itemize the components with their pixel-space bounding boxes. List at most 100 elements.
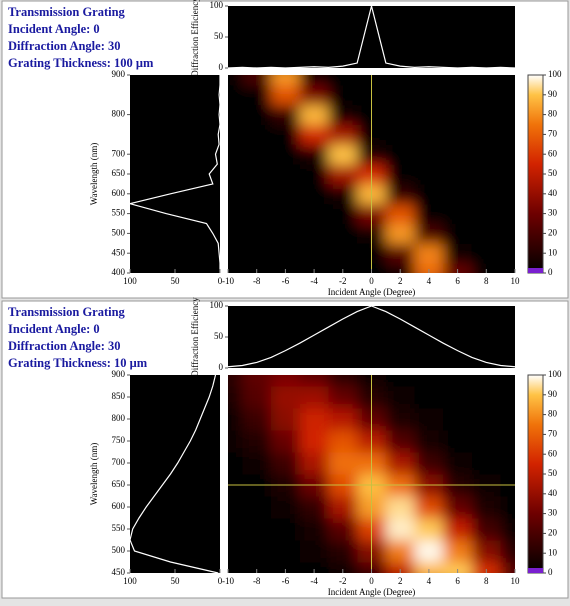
y-axis-title: Wavelength (nm)	[89, 143, 99, 206]
colorbar-floor	[528, 268, 543, 273]
heatmap-cell	[443, 540, 473, 563]
y-tick-label: 650	[112, 168, 126, 178]
y-tick-label: 700	[112, 148, 126, 158]
heatmap-cell	[328, 540, 358, 563]
heatmap-cell	[299, 430, 329, 453]
heatmap-cell	[414, 223, 444, 244]
top-y-axis-title: Diffraction Efficiency	[190, 297, 200, 377]
heatmap-cell	[471, 223, 502, 244]
colorbar-tick-label: 50	[548, 168, 558, 178]
heatmap-cell	[271, 104, 301, 125]
side-x-tick-label: 0	[218, 576, 223, 586]
heatmap-cell	[271, 518, 301, 541]
colorbar-tick-label: 30	[548, 508, 558, 518]
heatmap-cell	[299, 562, 329, 573]
heatmap-cell	[299, 104, 329, 125]
top-y-tick-label: 0	[219, 362, 224, 372]
top-y-tick-label: 50	[214, 31, 224, 41]
heatmap-cell	[385, 183, 416, 205]
side-x-tick-label: 100	[123, 576, 137, 586]
heatmap-cell	[299, 540, 329, 563]
heatmap-cell	[328, 496, 358, 519]
heatmap-cell	[228, 183, 243, 205]
heatmap-cell	[414, 84, 444, 106]
annotation: Grating Thickness: 10 μm	[8, 356, 148, 370]
heatmap-cell	[443, 386, 473, 409]
heatmap-cell	[271, 562, 301, 573]
heatmap-cell	[228, 144, 243, 165]
heatmap-cell	[299, 375, 329, 387]
heatmap-cell	[414, 562, 444, 573]
heatmap-cell	[414, 263, 444, 273]
heatmap-cell	[242, 243, 272, 264]
colorbar-tick-label: 40	[548, 188, 558, 198]
heatmap-cell	[414, 243, 444, 264]
x-tick-label: -8	[253, 276, 261, 286]
top-plot-bg	[228, 306, 515, 368]
heatmap-cell	[471, 386, 502, 409]
heatmap-cell	[228, 562, 243, 573]
heatmap-cell	[443, 518, 473, 541]
heatmap-cell	[414, 124, 444, 145]
heatmap-cell	[385, 203, 416, 224]
heatmap-cell	[328, 183, 358, 205]
x-tick-label: -2	[339, 576, 347, 586]
annotation: Diffraction Angle: 30	[8, 339, 120, 353]
top-y-tick-label: 50	[214, 331, 224, 341]
heatmap-cell	[228, 386, 243, 409]
heatmap-cell	[471, 496, 502, 519]
colorbar-tick-label: 10	[548, 247, 558, 257]
heatmap-cell	[385, 124, 416, 145]
heatmap-cell	[414, 408, 444, 431]
heatmap-cell	[328, 562, 358, 573]
heatmap-cell	[228, 124, 243, 145]
heatmap-cell	[228, 518, 243, 541]
heatmap-cell	[443, 144, 473, 165]
x-tick-label: 0	[369, 576, 374, 586]
heatmap-cell	[242, 203, 272, 224]
x-tick-label: -10	[222, 276, 234, 286]
heatmap-cell	[299, 84, 329, 106]
heatmap-cell	[299, 408, 329, 431]
heatmap-cell	[242, 164, 272, 185]
y-tick-label: 500	[112, 545, 126, 555]
heatmap-cell	[328, 144, 358, 165]
heatmap-cell	[443, 104, 473, 125]
heatmap-cell	[271, 496, 301, 519]
heatmap-cell	[299, 75, 329, 86]
x-tick-label: 2	[398, 276, 403, 286]
x-tick-label: 4	[427, 576, 432, 586]
top-curve	[227, 5, 516, 69]
heatmap-cell	[471, 243, 502, 264]
heatmap-cell	[471, 375, 502, 387]
heatmap-cell	[228, 75, 243, 86]
heatmap-cell	[500, 104, 515, 125]
x-tick-label: 8	[484, 576, 489, 586]
heatmap-cell	[500, 375, 515, 387]
heatmap-cell	[228, 104, 243, 125]
heatmap-cell	[500, 223, 515, 244]
heatmap-cell	[500, 386, 515, 409]
heatmap-cell	[271, 386, 301, 409]
heatmap-cell	[443, 75, 473, 86]
heatmap-cell	[500, 562, 515, 573]
heatmap-cell	[271, 243, 301, 264]
x-tick-label: 6	[455, 576, 460, 586]
heatmap-cell	[414, 452, 444, 475]
heatmap-cell	[271, 183, 301, 205]
heatmap-cell	[299, 183, 329, 205]
heatmap-cell	[242, 452, 272, 475]
heatmap-cell	[328, 375, 358, 387]
heatmap-cell	[414, 375, 444, 387]
heatmap-cell	[271, 203, 301, 224]
colorbar-tick-label: 60	[548, 448, 558, 458]
heatmap-cell	[471, 408, 502, 431]
x-tick-label: -4	[310, 576, 318, 586]
heatmap-cell	[242, 144, 272, 165]
heatmap-cell	[385, 496, 416, 519]
colorbar-tick-label: 70	[548, 128, 558, 138]
annotation: Incident Angle: 0	[8, 322, 100, 336]
heatmap-cell	[242, 223, 272, 244]
heatmap-cell	[471, 562, 502, 573]
